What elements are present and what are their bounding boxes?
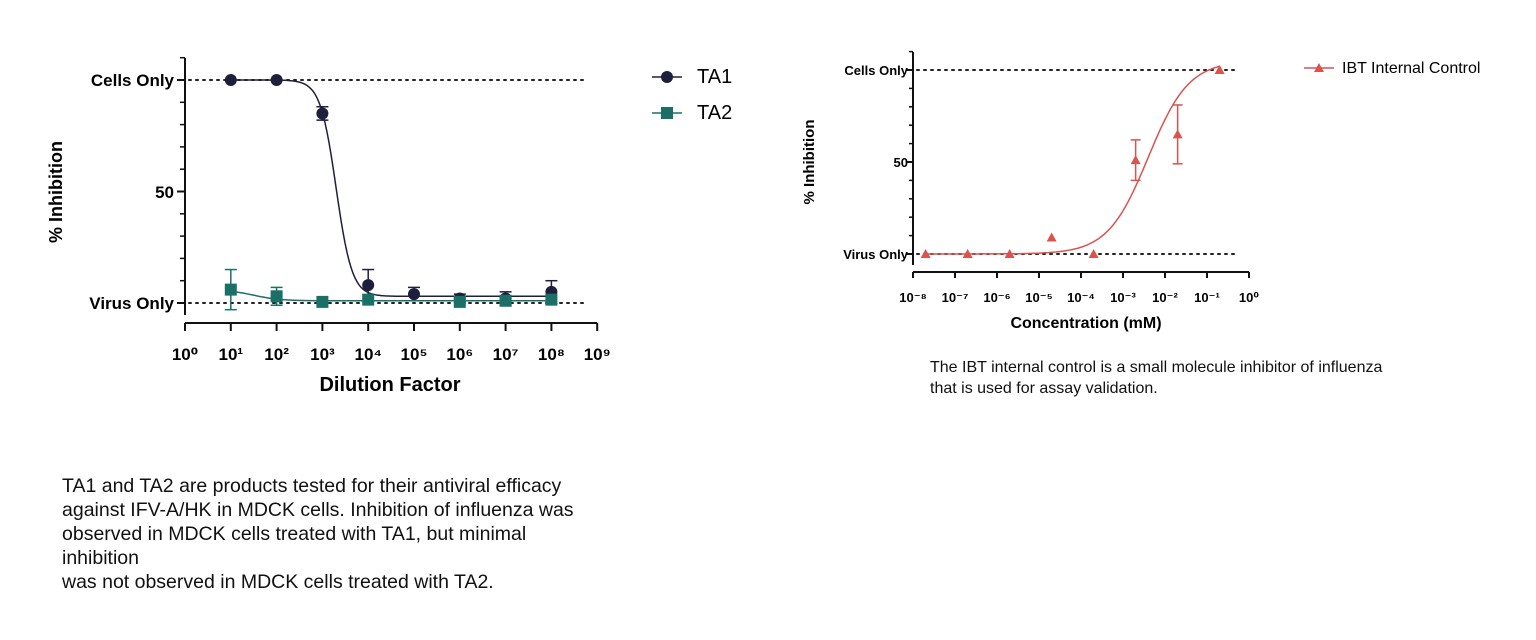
caption-line: observed in MDCK cells treated with TA1,…	[62, 523, 527, 545]
legend-marker-ta1	[652, 71, 682, 83]
legend: IBT Internal Control	[1304, 60, 1480, 77]
legend-label-ta2: TA2	[697, 102, 732, 124]
axes	[177, 56, 599, 331]
x-tick-label: 10⁷	[493, 345, 519, 364]
caption-line: The IBT internal control is a small mole…	[930, 359, 1383, 376]
data-point	[224, 283, 237, 296]
x-tick-label: 10⁻⁷	[942, 290, 969, 305]
y-tick-label-virus-only: Virus Only	[89, 294, 174, 313]
data-point	[1046, 232, 1057, 242]
caption-line: that is used for assay validation.	[930, 380, 1158, 397]
x-tick-label: 10⁻²	[1152, 290, 1178, 305]
data-point	[545, 293, 558, 306]
x-tick-label: 10⁻⁶	[983, 290, 1010, 305]
y-tick-label-virus-only: Virus Only	[843, 247, 909, 262]
y-axis-title: % Inhibition	[801, 120, 818, 205]
legend-symbol	[661, 71, 673, 83]
x-tick-label: 10⁻⁴	[1067, 290, 1095, 305]
y-tick-label-cells-only: Cells Only	[844, 63, 908, 78]
caption-right: The IBT internal control is a small mole…	[930, 357, 1490, 399]
x-tick-label: 10⁰	[172, 345, 198, 364]
x-tick-label: 10¹	[219, 345, 244, 364]
data-point	[920, 249, 931, 258]
x-tick-labels: 10⁰ 10¹ 10² 10³ 10⁴ 10⁵ 10⁶ 10⁷ 10⁸ 10⁹	[172, 345, 611, 364]
legend: TA1 TA2	[652, 66, 732, 124]
data-point	[362, 293, 375, 306]
data-point	[316, 295, 329, 308]
x-tick-label: 10⁻³	[1110, 290, 1136, 305]
legend-symbol	[661, 107, 673, 119]
y-tick-label-cells-only: Cells Only	[91, 71, 175, 90]
data-point	[224, 74, 237, 86]
data-point	[453, 295, 466, 308]
x-tick-label: 10⁰	[1239, 290, 1259, 305]
x-tick-label: 10⁸	[538, 345, 565, 364]
caption-line: TA1 and TA2 are products tested for thei…	[62, 475, 562, 497]
fit-curve-0	[230, 79, 552, 298]
caption-line: inhibition	[62, 547, 139, 569]
x-tick-label: 10³	[310, 345, 335, 364]
legend-marker-ta2	[652, 107, 682, 119]
plot-area	[920, 65, 1225, 258]
x-tick-label: 10⁶	[446, 345, 473, 364]
caption-line: was not observed in MDCK cells treated w…	[62, 571, 494, 593]
x-tick-labels: 10⁻⁸ 10⁻⁷ 10⁻⁶ 10⁻⁵ 10⁻⁴ 10⁻³ 10⁻² 10⁻¹ 10⁰	[899, 290, 1259, 305]
x-axis-title: Concentration (mM)	[1010, 315, 1161, 332]
data-point	[270, 290, 283, 303]
caption-line: against IFV-A/HK in MDCK cells. Inhibiti…	[62, 499, 574, 521]
fit-curve-0	[925, 65, 1220, 255]
y-tick-label-50: 50	[155, 183, 174, 202]
x-tick-label: 10⁻¹	[1194, 290, 1220, 305]
caption-left: TA1 and TA2 are products tested for thei…	[62, 474, 662, 594]
data-point	[1172, 129, 1183, 139]
plot-area	[224, 74, 558, 311]
dilution-chart: % Inhibition Cells Only 50 Virus Only Di…	[46, 56, 732, 396]
concentration-chart: % Inhibition Cells Only 50 Virus Only Co…	[801, 50, 1480, 332]
x-tick-label: 10²	[264, 345, 289, 364]
x-tick-label: 10⁵	[401, 345, 428, 364]
x-tick-label: 10⁻⁵	[1025, 290, 1052, 305]
fit-curve-1	[230, 290, 552, 302]
x-axis-title: Dilution Factor	[319, 374, 460, 396]
x-tick-label: 10⁴	[355, 345, 382, 364]
data-point	[316, 107, 329, 120]
data-point	[1088, 249, 1099, 258]
y-axis-title: % Inhibition	[46, 141, 66, 243]
legend-marker-ibt	[1304, 63, 1334, 72]
data-point	[408, 288, 420, 301]
x-tick-label: 10⁹	[584, 345, 611, 364]
data-point	[362, 279, 375, 292]
data-point	[270, 74, 283, 86]
data-point	[1004, 249, 1015, 258]
axes	[907, 50, 1250, 278]
legend-label-ta1: TA1	[697, 66, 732, 88]
data-point	[1130, 155, 1141, 165]
legend-label-ibt: IBT Internal Control	[1342, 60, 1480, 77]
legend-symbol	[1314, 63, 1324, 72]
x-tick-label: 10⁻⁸	[899, 290, 926, 305]
y-tick-label-50: 50	[894, 155, 908, 170]
data-point	[1214, 65, 1225, 74]
data-point	[962, 249, 973, 258]
data-point	[499, 294, 512, 307]
